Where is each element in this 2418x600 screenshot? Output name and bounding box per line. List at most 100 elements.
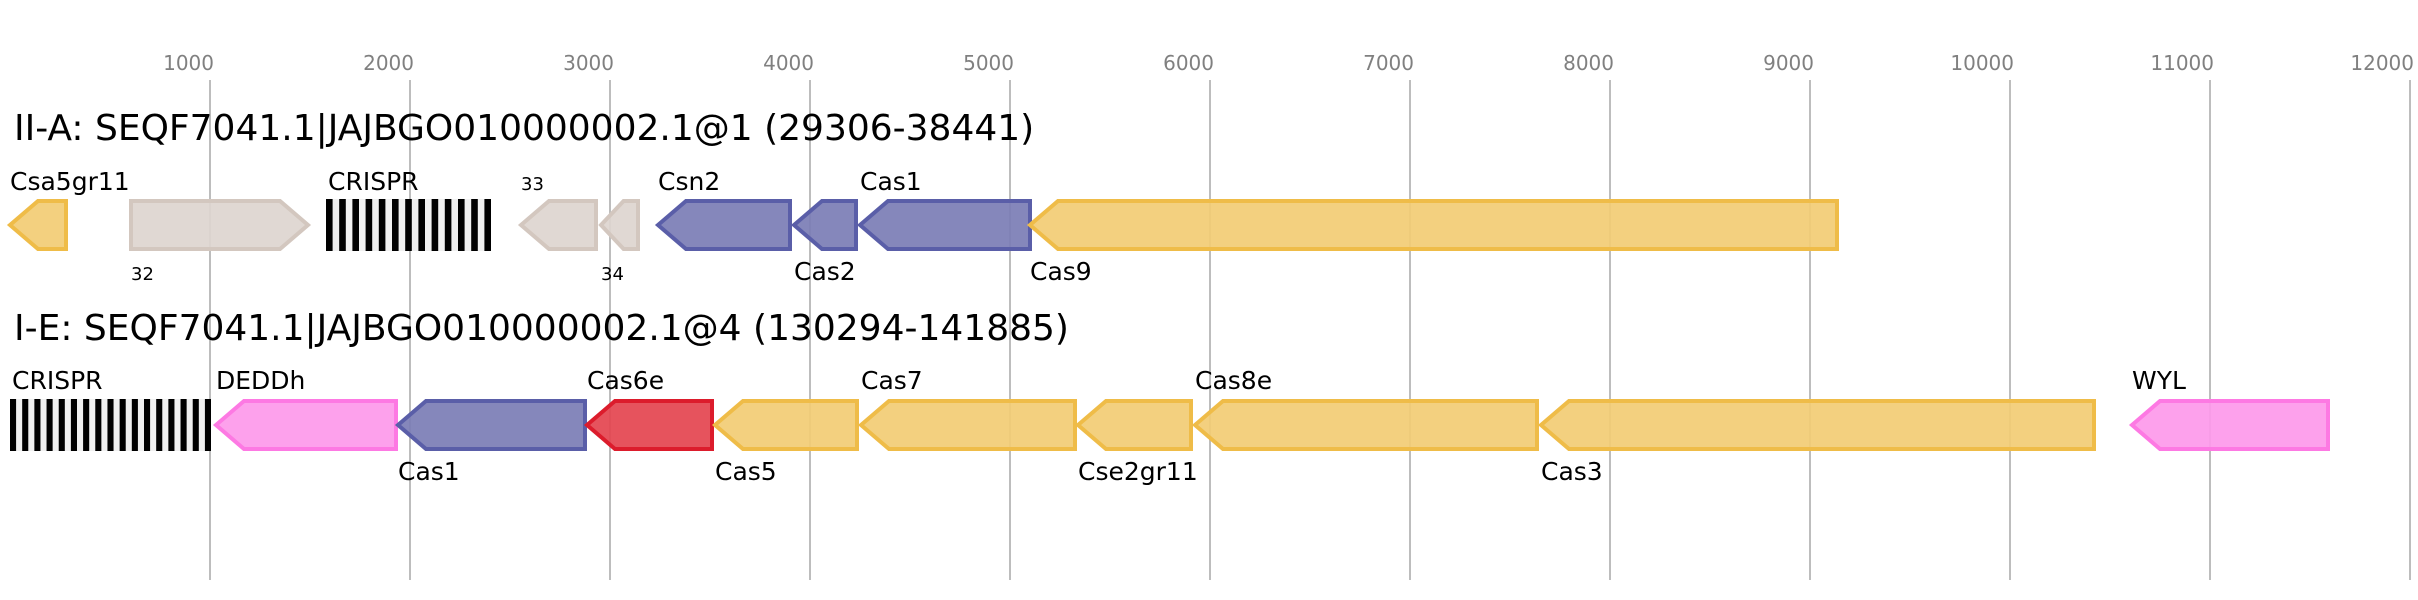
gene-label: Cas8e [1195,366,1272,395]
gene-arrow [857,399,1077,451]
gene-arrow [1537,399,2096,451]
gene-cas1[interactable]: Cas1 [394,399,587,486]
axis-tick-label: 8000 [1563,51,1614,75]
gene-34[interactable]: 34 [598,199,640,285]
gene-cas7[interactable]: Cas7 [857,366,1077,451]
crispr-repeat [107,399,114,451]
axis-tick-label: 10000 [1950,51,2014,75]
gene-crispr[interactable]: CRISPR [10,366,211,451]
gene-label: Cas7 [861,366,923,395]
crispr-repeat [204,399,211,451]
gene-arrow [1191,399,1539,451]
gene-arrow [790,199,858,251]
gene-wyl[interactable]: WYL [2128,366,2330,451]
crispr-repeat [144,399,151,451]
gene-cas8e[interactable]: Cas8e [1191,366,1539,451]
crispr-repeat [352,199,359,251]
loci: II-A: SEQF7041.1|JAJBGO010000002.1@1 (29… [6,108,2330,486]
crispr-repeat [95,399,102,451]
crispr-repeat [392,199,399,251]
crispr-repeat [192,399,199,451]
crispr-repeat [444,199,452,251]
gene-label: Cas9 [1030,257,1092,286]
locus-1: II-A: SEQF7041.1|JAJBGO010000002.1@1 (29… [6,108,1839,286]
gene-arrow [517,199,598,251]
crispr-repeat [431,199,439,251]
gene-arrow [654,199,792,251]
crispr-repeat [180,399,187,451]
crispr-repeat [83,399,90,451]
axis-tick-label: 4000 [763,51,814,75]
gene-label: CRISPR [12,366,103,395]
crispr-repeat [131,399,138,451]
gene-arrow [6,199,68,251]
gene-label: 32 [131,264,154,285]
gene-arrow [856,199,1032,251]
crispr-repeat [70,399,77,451]
axis-tick-label: 7000 [1363,51,1414,75]
gene-label: Cas3 [1541,457,1603,486]
gene-label: Csa5gr11 [10,167,130,196]
gene-label: WYL [2132,366,2186,395]
axis-tick-label: 2000 [363,51,414,75]
gene-deddh[interactable]: DEDDh [212,366,398,451]
crispr-repeat [418,199,425,251]
gene-cas5[interactable]: Cas5 [711,399,859,486]
gene-label: DEDDh [216,366,305,395]
gene-cas1[interactable]: Cas1 [856,167,1032,251]
crispr-repeat [484,199,491,251]
gene-label: Cas6e [587,366,664,395]
gene-arrow [1074,399,1193,451]
gene-cas6e[interactable]: Cas6e [583,366,714,451]
crispr-repeat [46,399,53,451]
gene-arrow [583,399,714,451]
gene-label: Cas2 [794,257,856,286]
crispr-repeat [458,199,465,251]
gene-cas9[interactable]: Cas9 [1026,199,1839,286]
crispr-repeat [58,399,65,451]
crispr-repeat [10,399,17,451]
gene-cas3[interactable]: Cas3 [1537,399,2096,486]
locus-title: I-E: SEQF7041.1|JAJBGO010000002.1@4 (130… [14,308,1069,349]
axis-tick-label: 3000 [563,51,614,75]
gene-label: Cse2gr11 [1078,457,1198,486]
gene-cas2[interactable]: Cas2 [790,199,858,286]
gene-arrow [212,399,398,451]
gene-arrow [1026,199,1839,251]
gene-label: Cas1 [398,457,460,486]
gene-arrow [711,399,859,451]
axis-tick-label: 12000 [2350,51,2414,75]
gene-arrow [598,199,640,251]
gene-crispr[interactable]: CRISPR [326,167,491,251]
gene-33[interactable]: 33 [517,174,598,251]
gene-label: Cas5 [715,457,777,486]
axis-tick-label: 5000 [963,51,1014,75]
crispr-repeat [22,399,29,451]
locus-2: I-E: SEQF7041.1|JAJBGO010000002.1@4 (130… [10,308,2330,486]
gene-label: 33 [521,174,544,195]
crispr-repeat [119,399,126,451]
crispr-repeat [471,199,478,251]
crispr-repeat [168,399,175,451]
gene-csa5gr11[interactable]: Csa5gr11 [6,167,130,251]
gene-32[interactable]: 32 [129,199,312,285]
crispr-repeat [365,199,373,251]
gene-cse2gr11[interactable]: Cse2gr11 [1074,399,1198,486]
gene-label: CRISPR [328,167,419,196]
gene-label: Csn2 [658,167,720,196]
crispr-repeat [156,399,163,451]
crispr-repeat [339,199,346,251]
crispr-repeat [405,199,412,251]
locus-title: II-A: SEQF7041.1|JAJBGO010000002.1@1 (29… [14,108,1034,149]
crispr-repeat [34,399,41,451]
gene-label: 34 [601,264,624,285]
gene-arrow [2128,399,2330,451]
crispr-repeat [378,199,386,251]
axis-tick-label: 9000 [1763,51,1814,75]
crispr-repeat [326,199,333,251]
gene-label: Cas1 [860,167,922,196]
axis-grid: 1000 2000 3000 4000 5000 6000 7000 8000 9000 1000… [163,51,2414,580]
gene-arrow [394,399,587,451]
gene-csn2[interactable]: Csn2 [654,167,792,251]
